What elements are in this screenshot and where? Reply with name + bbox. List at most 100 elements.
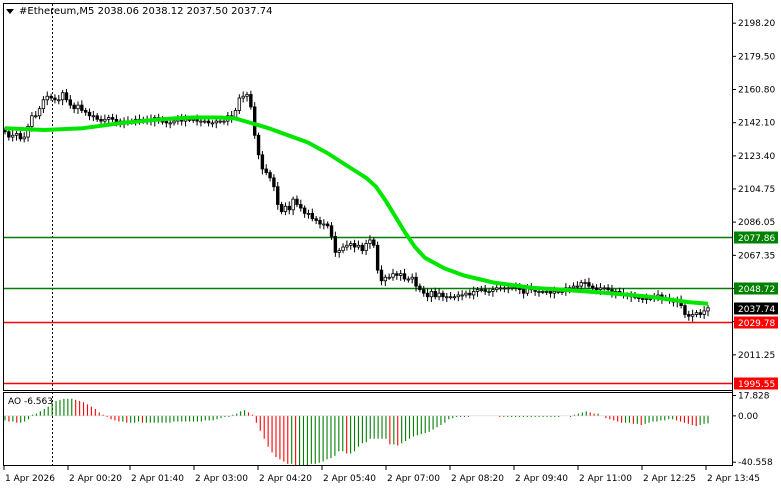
candle xyxy=(610,284,614,298)
candle xyxy=(72,102,76,114)
candle xyxy=(345,240,349,251)
price-tick-label: 2160.80 xyxy=(738,86,775,96)
candle xyxy=(356,240,361,250)
price-level-tag xyxy=(734,316,778,329)
candle xyxy=(441,290,445,302)
candle xyxy=(22,132,26,143)
moving-average-layer xyxy=(4,115,709,306)
current-price-tag xyxy=(734,302,778,315)
candle xyxy=(395,271,399,280)
candle xyxy=(498,285,503,292)
symbol-header: #Ethereum,M5 2038.06 2038.12 2037.50 203… xyxy=(19,6,273,17)
candle xyxy=(260,151,265,175)
candle xyxy=(475,286,480,297)
candle xyxy=(487,288,491,296)
candle xyxy=(99,115,103,125)
time-tick-label: 2 Apr 12:25 xyxy=(643,474,696,484)
time-tick-label: 2 Apr 00:20 xyxy=(69,474,122,484)
candle xyxy=(418,283,422,293)
candle xyxy=(291,196,295,216)
price-level-tag-label: 2029.78 xyxy=(738,319,775,329)
candle xyxy=(91,110,96,122)
candle xyxy=(14,130,19,141)
candle xyxy=(268,169,272,182)
candle xyxy=(402,268,407,282)
candle xyxy=(414,272,418,292)
price-level-tag-label: 1995.55 xyxy=(738,380,775,390)
candle xyxy=(76,101,80,114)
candle xyxy=(368,235,372,249)
indicator-plot-frame xyxy=(3,392,733,466)
time-tick-label: 2 Apr 13:45 xyxy=(707,474,760,484)
candle xyxy=(318,216,322,229)
candle xyxy=(410,273,414,284)
candle xyxy=(83,107,88,116)
candle xyxy=(433,287,437,300)
candle xyxy=(68,95,73,109)
price-tick-label: 2142.10 xyxy=(738,119,775,129)
candle xyxy=(471,286,476,300)
candle xyxy=(34,110,38,119)
candle xyxy=(452,294,457,301)
candle xyxy=(445,293,449,303)
candle xyxy=(387,273,391,280)
price-tick-label: 2086.05 xyxy=(738,218,775,228)
candle xyxy=(464,290,468,298)
candle xyxy=(325,221,330,229)
candle xyxy=(479,285,484,293)
candle xyxy=(276,181,280,210)
candle xyxy=(279,201,284,215)
time-tick-label: 1 Apr 2026 xyxy=(5,474,55,484)
candle xyxy=(429,288,434,303)
candle xyxy=(379,265,384,286)
candle xyxy=(383,274,388,287)
dropdown-icon[interactable] xyxy=(6,9,14,14)
candle xyxy=(80,100,84,114)
price-tick-label: 2179.50 xyxy=(738,52,775,62)
candle xyxy=(360,242,364,255)
candle xyxy=(602,285,606,291)
candle xyxy=(310,208,315,222)
candle xyxy=(349,240,353,250)
price-level-tag-label: 2077.86 xyxy=(738,234,775,244)
candle xyxy=(437,288,441,301)
candle xyxy=(322,219,326,230)
candle xyxy=(422,285,426,297)
moving-average-line xyxy=(4,115,709,306)
candle xyxy=(272,174,276,192)
candle xyxy=(491,285,495,297)
candle xyxy=(690,309,695,322)
price-tags: 2077.86 2048.72 2029.78 1995.55 2037.74 xyxy=(734,231,778,390)
candle xyxy=(587,277,591,289)
candle xyxy=(375,241,380,274)
candle xyxy=(406,276,411,283)
candle xyxy=(694,310,699,318)
time-axis: 1 Apr 2026 2 Apr 00:20 2 Apr 01:40 2 Apr 03… xyxy=(3,466,760,484)
candle xyxy=(60,90,65,106)
candle xyxy=(398,269,403,281)
candle xyxy=(483,284,487,295)
candle xyxy=(199,118,203,127)
candle xyxy=(702,306,706,319)
candle xyxy=(283,202,288,216)
ao-histogram xyxy=(4,398,710,465)
candle xyxy=(468,289,472,299)
time-tick-label: 2 Apr 11:00 xyxy=(579,474,632,484)
candle xyxy=(295,195,299,208)
price-tick-label: 2067.35 xyxy=(738,251,775,261)
candle xyxy=(245,91,249,102)
candle xyxy=(95,113,99,122)
candle xyxy=(299,199,303,212)
candle xyxy=(210,120,215,128)
candle xyxy=(687,310,691,321)
candles-layer xyxy=(3,88,710,322)
candle xyxy=(256,132,261,160)
candle xyxy=(87,108,92,121)
candle xyxy=(521,286,526,299)
time-tick-label: 2 Apr 05:40 xyxy=(323,474,376,484)
time-tick-label: 2 Apr 07:00 xyxy=(387,474,440,484)
current-price-label: 2037.74 xyxy=(738,305,775,315)
candle xyxy=(26,123,30,142)
candle xyxy=(110,113,115,122)
